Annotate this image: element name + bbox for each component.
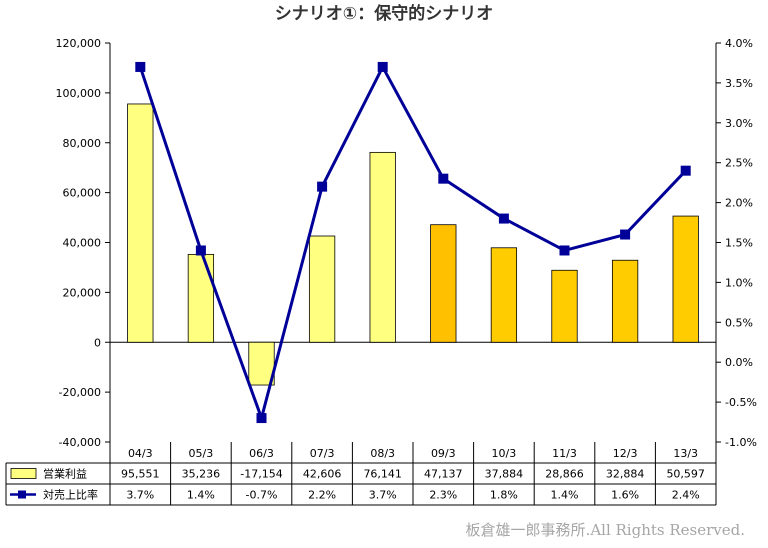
right-axis-tick-label: 0.5% (725, 316, 753, 329)
bar-05/3 (187, 253, 215, 343)
legend-label-line: 対売上比率 (43, 488, 98, 502)
copyright-text: 板倉雄一郎事務所.All Rights Reserved. (466, 521, 745, 539)
table-cell-ratio: 2.2% (308, 489, 336, 502)
bar-12/3 (611, 259, 639, 343)
line-point-10/3 (498, 213, 509, 224)
legend-key-marker (18, 490, 26, 499)
line-point-12/3 (620, 229, 631, 240)
table-cell-profit: 95,551 (121, 468, 160, 481)
left-axis-tick-label: 40,000 (63, 237, 102, 250)
line-path (138, 65, 687, 420)
line-point-09/3 (438, 173, 449, 184)
line-point-11/3 (559, 245, 570, 256)
category-label: 09/3 (431, 447, 456, 460)
right-axis-tick-label: 1.0% (725, 276, 753, 289)
category-label: 07/3 (310, 447, 335, 460)
line-point-07/3 (317, 181, 328, 192)
line-point-13/3 (680, 165, 691, 176)
line-point-08/3 (377, 61, 388, 72)
right-axis: 4.0% 3.5% 3.0% 2.5% 2.0% 1.5% 1.0% 0.5% 0.0% -0.5… (715, 37, 757, 449)
right-axis-tick-label: 2.5% (725, 157, 753, 170)
bar-11/3 (551, 269, 578, 343)
table-cell-ratio: 1.8% (490, 489, 518, 502)
chart-title: シナリオ①：保守的シナリオ (275, 3, 493, 24)
category-label: 11/3 (552, 447, 577, 460)
right-axis-tick-label: 2.0% (725, 197, 753, 210)
table-cell-profit: 37,884 (485, 468, 524, 481)
legend-key-bar (10, 468, 37, 479)
right-axis-tick-label: 3.5% (725, 77, 753, 90)
table-cell-profit: 76,141 (363, 468, 402, 481)
left-axis-tick-label: 80,000 (63, 137, 102, 150)
category-label: 10/3 (492, 447, 517, 460)
bar-06/3 (248, 341, 275, 386)
legend-label-bar: 営業利益 (43, 467, 87, 481)
left-axis-tick-label: -40,000 (59, 436, 101, 449)
right-axis-tick-label: -0.5% (725, 396, 757, 409)
left-axis-tick-label: 0 (94, 336, 101, 349)
left-axis-tick-label: -20,000 (59, 386, 101, 399)
right-axis-tick-label: 0.0% (725, 356, 753, 369)
bar-series (127, 103, 699, 386)
bar-07/3 (308, 235, 336, 343)
table-cell-ratio: 1.4% (187, 489, 215, 502)
bar-04/3 (127, 103, 154, 343)
right-axis-tick-label: 4.0% (725, 37, 753, 50)
table-cell-ratio: 2.3% (429, 489, 457, 502)
table-cell-ratio: 2.4% (672, 489, 700, 502)
table-cell-profit: 35,236 (182, 468, 221, 481)
left-axis-tick-label: 20,000 (63, 286, 102, 299)
right-axis-tick-label: 1.5% (725, 237, 753, 250)
table-cell-ratio: 3.7% (126, 489, 154, 502)
category-label: 04/3 (128, 447, 153, 460)
right-axis-tick-label: 3.0% (725, 117, 753, 130)
table-cell-profit: -17,154 (240, 468, 282, 481)
bar-08/3 (369, 151, 396, 343)
left-axis-tick-label: 60,000 (63, 187, 102, 200)
table-cell-ratio: -0.7% (246, 489, 278, 502)
category-label: 12/3 (613, 447, 638, 460)
line-point-05/3 (195, 245, 206, 256)
category-label: 06/3 (249, 447, 274, 460)
category-label: 13/3 (673, 447, 698, 460)
line-point-06/3 (256, 413, 267, 424)
bar-09/3 (430, 224, 457, 343)
bar-13/3 (672, 215, 699, 343)
table-cell-ratio: 1.4% (551, 489, 579, 502)
table-cell-profit: 50,597 (666, 468, 705, 481)
line-point-04/3 (135, 61, 146, 72)
right-axis-tick-label: -1.0% (725, 436, 757, 449)
table-cell-profit: 32,884 (606, 468, 645, 481)
data-table: 04/3 05/3 06/3 07/3 08/3 09/3 10/3 11/3 12/3 13/3… (5, 442, 717, 506)
left-axis-tick-label: 120,000 (56, 37, 102, 50)
table-cell-profit: 42,606 (303, 468, 342, 481)
bar-10/3 (490, 247, 518, 343)
category-label: 08/3 (370, 447, 395, 460)
table-cell-profit: 28,866 (545, 468, 584, 481)
table-cell-profit: 47,137 (424, 468, 463, 481)
line-series (135, 61, 691, 424)
category-label: 05/3 (189, 447, 214, 460)
table-cell-ratio: 3.7% (369, 489, 397, 502)
table-cell-ratio: 1.6% (611, 489, 639, 502)
left-axis-tick-label: 100,000 (56, 87, 102, 100)
